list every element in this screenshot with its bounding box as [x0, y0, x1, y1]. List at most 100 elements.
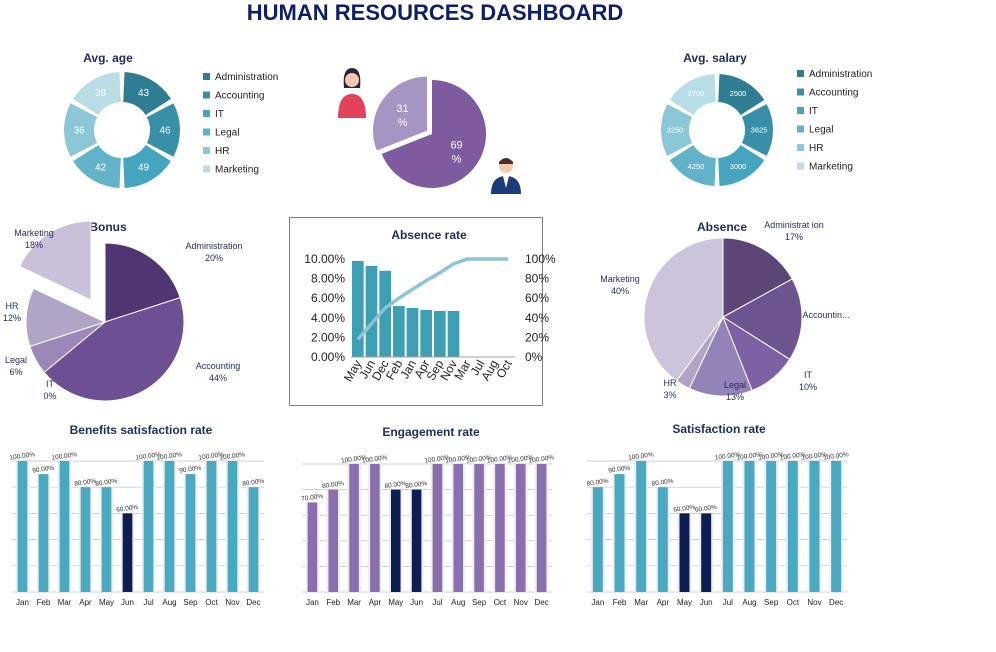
benefits-bar: [185, 474, 196, 592]
benefits-xtick: Jan: [16, 598, 29, 607]
avg-age-legend-label: Accounting: [215, 91, 264, 102]
satisfaction-data-label: 80.00%: [586, 478, 609, 488]
engagement-bar: [328, 489, 339, 592]
satisfaction-data-label: 100.00%: [714, 451, 741, 462]
avg-age-legend-swatch: [203, 128, 210, 136]
avg-salary-legend-swatch: [797, 107, 804, 114]
engagement-bar: [515, 464, 526, 592]
satisfaction-xtick: Dec: [829, 598, 843, 607]
satisfaction-xtick: Oct: [787, 598, 800, 607]
engagement-xtick: Jul: [432, 598, 442, 607]
satisfaction-bar: [701, 513, 712, 592]
benefits-bar: [164, 461, 175, 592]
avg-salary-value-label: 3250: [667, 126, 684, 135]
avg-salary-chart: Avg. salary 2500 3625 3000 4250 3250 2700 Adm…: [661, 51, 872, 186]
bonus-percent-label: 44%: [209, 373, 227, 383]
avg-age-value-label: 49: [138, 163, 150, 174]
engagement-xtick: Jun: [410, 598, 423, 607]
benefits-bar: [122, 513, 133, 592]
bonus-category-label: Legal: [5, 355, 27, 365]
engagement-xtick: Dec: [534, 598, 548, 607]
avg-age-chart: Avg. age 43 46 49 42 36 38 Administration Acco…: [63, 51, 278, 188]
absence-rate-chart: Absence rate 0.00% 2.00% 4.00% 6.00% 8.00% 10…: [289, 217, 556, 406]
avg-salary-value-label: 3625: [751, 126, 768, 135]
absence-category-label: Marketing: [600, 274, 640, 284]
satisfaction-bar: [831, 461, 842, 592]
satisfaction-data-label: 60.00%: [673, 504, 696, 514]
avg-age-value-label: 46: [159, 125, 171, 136]
avg-salary-legend-swatch: [797, 144, 804, 151]
engagement-xtick: Sep: [472, 598, 487, 607]
avg-age-legend-swatch: [203, 110, 210, 117]
avg-age-legend-label: IT: [215, 109, 224, 120]
satisfaction-bar: [679, 513, 690, 592]
avg-age-legend-label: Administration: [215, 72, 278, 83]
benefits-data-label: 80.00%: [242, 478, 265, 488]
avg-age-value-label: 43: [138, 88, 150, 99]
avg-age-legend-swatch: [203, 147, 210, 154]
engagement-bar: [411, 489, 422, 592]
benefits-xtick: Mar: [58, 598, 72, 607]
engagement-bar: [536, 464, 547, 592]
satisfaction-xtick: Jun: [700, 598, 713, 607]
absence-rate-ytick: 4.00%: [311, 311, 345, 325]
satisfaction-data-label: 80.00%: [651, 478, 674, 488]
engagement-xtick: Jan: [306, 598, 319, 607]
absence-category-label: IT: [804, 370, 813, 380]
gender-value-label: 69: [450, 140, 462, 152]
gender-percent-sign: %: [398, 117, 408, 129]
avg-salary-legend: Administration Accounting IT Legal HR Marketi…: [797, 69, 872, 173]
satisfaction-bar: [787, 461, 798, 592]
engagement-xtick: May: [388, 598, 403, 607]
absence-title: Absence: [697, 220, 747, 234]
engagement-bar: [307, 502, 318, 592]
avg-salary-legend-swatch: [797, 125, 804, 133]
absence-percent-label: 40%: [611, 286, 629, 296]
engagement-bar: [370, 464, 380, 592]
engagement-bar: [349, 464, 359, 592]
benefits-xtick: May: [99, 598, 114, 607]
woman-icon: [338, 68, 366, 118]
avg-salary-slice: [669, 74, 716, 115]
engagement-bar: [495, 464, 505, 592]
absence-labels: Administrat ion 17% Accountin... IT 10% Legal…: [600, 220, 849, 402]
benefits-data-label: 100.00%: [135, 451, 162, 462]
absence-slices: [643, 237, 803, 397]
satisfaction-chart: Satisfaction rate 80.00% Jan 90.00% Feb 100.…: [586, 422, 849, 607]
bonus-category-label: IT: [46, 379, 55, 389]
avg-salary-slices: 2500 3625 3000 4250 3250 2700: [661, 74, 773, 186]
satisfaction-xtick: Sep: [764, 598, 779, 607]
engagement-title: Engagement rate: [382, 425, 480, 439]
absence-percent-label: 13%: [726, 392, 744, 402]
satisfaction-xtick: Apr: [657, 598, 670, 607]
absence-rate-ytick: 10.00%: [304, 252, 345, 266]
absence-rate-bar: [365, 265, 378, 357]
satisfaction-data-label: 100.00%: [779, 451, 806, 462]
absence-rate-plot: 0.00% 2.00% 4.00% 6.00% 8.00% 10.00% 0% 20% 40% 6…: [304, 252, 556, 384]
absence-rate-y2tick: 40%: [525, 311, 549, 325]
avg-salary-value-label: 2500: [730, 89, 747, 98]
satisfaction-xtick: Jan: [591, 598, 604, 607]
absence-rate-ytick: 0.00%: [311, 350, 345, 364]
satisfaction-data-label: 100.00%: [801, 451, 828, 462]
avg-salary-slice: [718, 145, 765, 186]
satisfaction-xtick: Jul: [723, 598, 733, 607]
benefits-bar: [59, 461, 70, 592]
avg-salary-value-label: 3000: [730, 162, 747, 171]
absence-category-label: Accountin...: [802, 310, 849, 320]
satisfaction-bar: [744, 461, 755, 592]
benefits-xtick: Nov: [225, 598, 239, 607]
absence-rate-title: Absence rate: [391, 228, 467, 242]
absence-chart: Absence Administrat ion 17% Accountin... IT…: [600, 220, 849, 402]
gender-chart: 69% 31%: [338, 68, 521, 194]
absence-category-label: Administrat ion: [764, 220, 824, 230]
absence-rate-bar: [406, 308, 419, 357]
absence-rate-ytick: 8.00%: [311, 272, 345, 286]
absence-slice: [688, 315, 753, 397]
avg-salary-title: Avg. salary: [683, 51, 747, 65]
bonus-percent-label: 12%: [3, 313, 21, 323]
benefits-chart: Benefits satisfaction rate 100.00% Jan 90.…: [9, 423, 265, 607]
absence-percent-label: 10%: [799, 382, 817, 392]
satisfaction-data-label: 100.00%: [758, 451, 785, 462]
satisfaction-xtick: May: [677, 598, 692, 607]
